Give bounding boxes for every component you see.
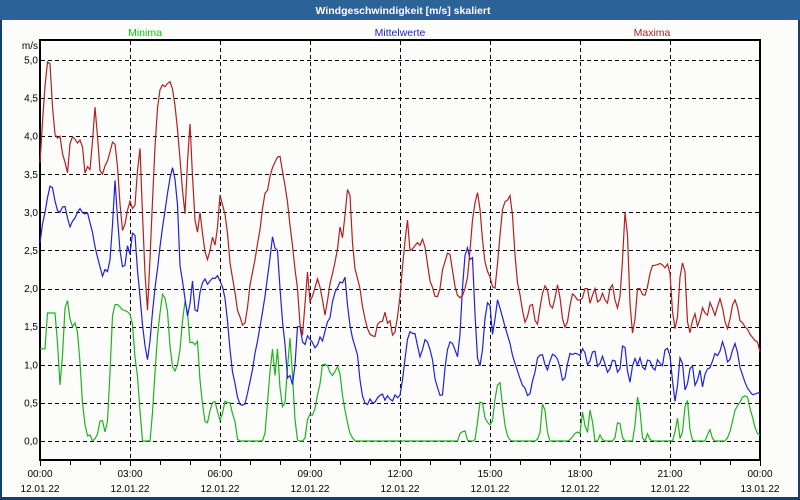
svg-text:03:00: 03:00 — [117, 469, 142, 480]
svg-text:Maxima: Maxima — [634, 27, 671, 39]
svg-text:12.01.22: 12.01.22 — [21, 484, 60, 495]
svg-text:2,5: 2,5 — [24, 246, 38, 257]
svg-text:12.01.22: 12.01.22 — [201, 484, 240, 495]
svg-text:Windgeschwindigkeit [m/s] skal: Windgeschwindigkeit [m/s] skaliert — [316, 5, 491, 17]
svg-text:12.01.22: 12.01.22 — [471, 484, 510, 495]
svg-text:12.01.22: 12.01.22 — [651, 484, 690, 495]
svg-text:3,5: 3,5 — [24, 170, 38, 181]
svg-text:15:00: 15:00 — [477, 469, 502, 480]
svg-text:21:00: 21:00 — [657, 469, 682, 480]
svg-text:4,0: 4,0 — [24, 132, 38, 143]
svg-text:09:00: 09:00 — [297, 469, 322, 480]
svg-text:18:00: 18:00 — [567, 469, 592, 480]
svg-text:12:00: 12:00 — [387, 469, 412, 480]
svg-text:13.01.22: 13.01.22 — [741, 484, 780, 495]
svg-text:Mittelwerte: Mittelwerte — [375, 27, 426, 39]
svg-text:1,5: 1,5 — [24, 322, 38, 333]
svg-text:m/s: m/s — [22, 41, 38, 52]
svg-text:12.01.22: 12.01.22 — [381, 484, 420, 495]
svg-text:0,5: 0,5 — [24, 398, 38, 409]
svg-text:Minima: Minima — [128, 27, 162, 39]
svg-text:5,0: 5,0 — [24, 56, 38, 67]
svg-text:00:00: 00:00 — [747, 469, 772, 480]
svg-text:12.01.22: 12.01.22 — [111, 484, 150, 495]
svg-text:4,5: 4,5 — [24, 94, 38, 105]
svg-text:12.01.22: 12.01.22 — [561, 484, 600, 495]
svg-text:3,0: 3,0 — [24, 208, 38, 219]
svg-text:2,0: 2,0 — [24, 284, 38, 295]
svg-text:12.01.22: 12.01.22 — [291, 484, 330, 495]
svg-text:1,0: 1,0 — [24, 360, 38, 371]
svg-text:06:00: 06:00 — [207, 469, 232, 480]
svg-text:0,0: 0,0 — [24, 437, 38, 448]
svg-text:00:00: 00:00 — [27, 469, 52, 480]
